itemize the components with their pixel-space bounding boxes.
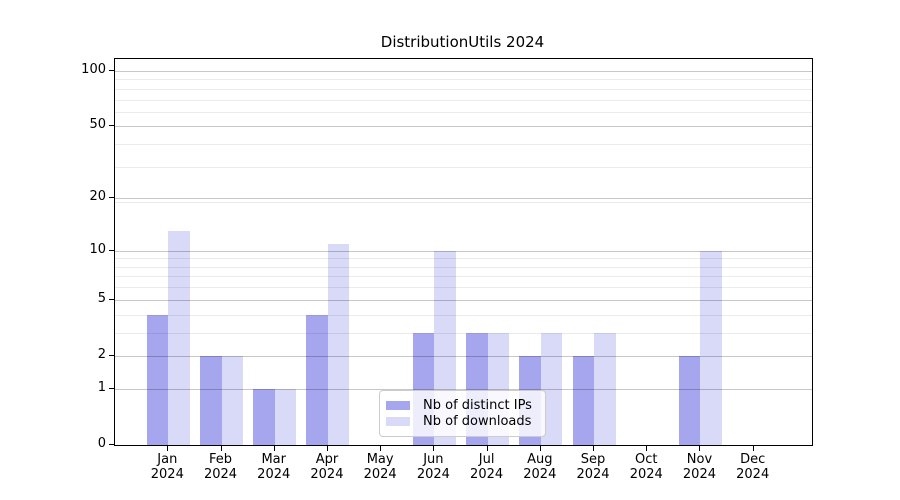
plot-area: Nb of distinct IPs Nb of downloads [114, 58, 813, 446]
bar-downloads-jan [168, 231, 190, 445]
y-tick-label: 5 [97, 290, 106, 306]
y-tick-label: 0 [97, 436, 106, 451]
x-tick-label: Apr 2024 [310, 452, 344, 482]
y-tick-mark [109, 249, 114, 251]
legend-swatch-distinct-ips-icon [386, 400, 410, 410]
y-tick-mark [109, 70, 114, 71]
x-tick-label: Dec 2024 [736, 452, 770, 482]
bar-distinct-ips-nov [678, 355, 701, 445]
gridline-minor [115, 88, 812, 90]
y-tick-label: 100 [81, 62, 106, 77]
gridline-minor [115, 202, 812, 204]
x-tick-mark [699, 446, 701, 451]
gridline-minor [115, 111, 812, 113]
gridline-minor [115, 266, 812, 268]
gridline-major [115, 71, 812, 72]
x-tick-mark [167, 446, 169, 451]
gridline-major [115, 388, 812, 390]
gridline-minor [115, 144, 812, 146]
y-tick-mark [109, 197, 114, 199]
gridline-minor [115, 99, 812, 101]
gridline-minor [115, 166, 812, 168]
x-tick-mark [539, 446, 541, 451]
y-tick-mark [109, 444, 114, 445]
legend-item-distinct-ips: Nb of distinct IPs [386, 398, 537, 413]
grid-layer [115, 59, 812, 445]
legend: Nb of distinct IPs Nb of downloads [379, 390, 546, 437]
y-tick-mark [109, 354, 114, 356]
gridline-minor [115, 276, 812, 278]
gridline-minor [115, 258, 812, 260]
y-tick-label: 20 [89, 189, 106, 205]
y-tick-label: 50 [89, 117, 106, 133]
bar-distinct-ips-feb [200, 355, 222, 445]
y-tick-label: 10 [89, 241, 106, 257]
bar-downloads-sep [594, 332, 616, 445]
gridline-major [115, 198, 812, 200]
legend-label-downloads: Nb of downloads [423, 414, 532, 430]
gridline-minor [115, 314, 812, 316]
y-tick-label: 1 [97, 379, 106, 395]
bar-downloads-nov [700, 250, 722, 445]
gridline-major [115, 299, 812, 301]
x-tick-label: May 2024 [363, 452, 397, 482]
chart-title: DistributionUtils 2024 [380, 33, 545, 51]
legend-swatch-downloads-icon [386, 417, 410, 427]
bar-distinct-ips-mar [253, 388, 275, 445]
x-tick-mark [646, 446, 648, 451]
gridline-major [115, 355, 812, 357]
y-tick-label: 2 [97, 346, 106, 362]
y-tick-mark [109, 298, 114, 300]
x-tick-label: Aug 2024 [523, 452, 557, 482]
x-tick-label: Oct 2024 [629, 452, 663, 482]
x-tick-label: Feb 2024 [203, 452, 238, 482]
bar-downloads-mar [274, 388, 297, 445]
gridline-major [115, 126, 812, 128]
y-tick-mark [109, 125, 114, 127]
x-tick-label: Jul 2024 [470, 452, 504, 482]
x-tick-label: Sep 2024 [576, 452, 610, 482]
x-tick-mark [220, 446, 222, 451]
x-tick-label: Mar 2024 [257, 452, 291, 482]
bar-distinct-ips-jan [146, 314, 169, 445]
gridline-minor [115, 332, 812, 334]
x-tick-label: Jun 2024 [416, 452, 450, 482]
y-tick-mark [109, 387, 114, 389]
x-tick-mark [326, 446, 328, 451]
legend-label-distinct-ips: Nb of distinct IPs [423, 397, 532, 413]
gridline-major [115, 250, 812, 252]
gridline-minor [115, 287, 812, 289]
x-tick-mark [380, 446, 382, 451]
x-tick-mark [752, 446, 754, 451]
bar-downloads-apr [327, 243, 350, 445]
x-tick-mark [433, 446, 435, 451]
bar-downloads-aug [540, 332, 563, 445]
gridline-minor [115, 79, 812, 81]
legend-item-downloads: Nb of downloads [386, 414, 537, 429]
x-tick-mark [273, 446, 275, 451]
x-tick-mark [593, 446, 595, 451]
x-tick-mark [486, 446, 488, 451]
bar-downloads-feb [221, 355, 244, 445]
x-tick-label: Nov 2024 [682, 452, 716, 482]
bar-distinct-ips-sep [572, 355, 595, 445]
bar-distinct-ips-apr [306, 314, 328, 445]
x-tick-label: Jan 2024 [150, 452, 184, 482]
